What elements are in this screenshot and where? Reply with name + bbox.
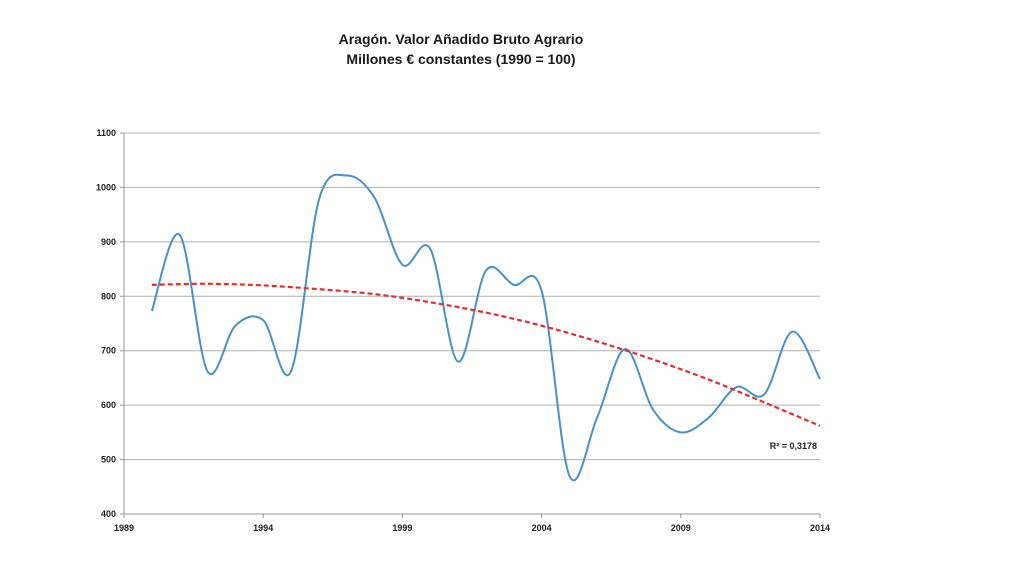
series-line-0 <box>150 173 821 482</box>
y-tick-label: 1000 <box>96 182 116 192</box>
gridlines <box>120 132 820 515</box>
chart-subtitle: Millones € constantes (1990 = 100) <box>346 51 576 67</box>
x-tick-label: 2004 <box>532 523 552 533</box>
series-layer <box>150 173 821 482</box>
y-tick-labels: 400 500 600 700 800 900 1000 1100 <box>96 128 116 519</box>
axes <box>123 133 821 518</box>
x-tick-label: 2009 <box>671 523 691 533</box>
trendline-path <box>151 282 821 427</box>
y-tick-label: 800 <box>101 291 116 301</box>
y-tick-label: 1100 <box>96 128 116 138</box>
y-tick-label: 700 <box>101 346 116 356</box>
y-tick-label: 400 <box>101 509 116 519</box>
x-tick-label: 2014 <box>810 523 830 533</box>
x-tick-label: 1994 <box>253 523 273 533</box>
y-tick-label: 900 <box>101 237 116 247</box>
chart-title-line1: Aragón. Valor Añadido Bruto Agrario <box>338 31 584 47</box>
x-tick-label: 1999 <box>392 523 412 533</box>
r-squared-annotation: R² = 0,3178 <box>770 441 817 451</box>
y-tick-label: 500 <box>101 455 116 465</box>
x-tick-labels: 1989 1994 1999 2004 2009 2014 <box>114 523 830 533</box>
chart-title: Aragón. Valor Añadido Bruto Agrario Mill… <box>0 29 922 69</box>
y-tick-label: 600 <box>101 400 116 410</box>
x-tick-label: 1989 <box>114 523 134 533</box>
trendline-layer <box>151 282 821 427</box>
